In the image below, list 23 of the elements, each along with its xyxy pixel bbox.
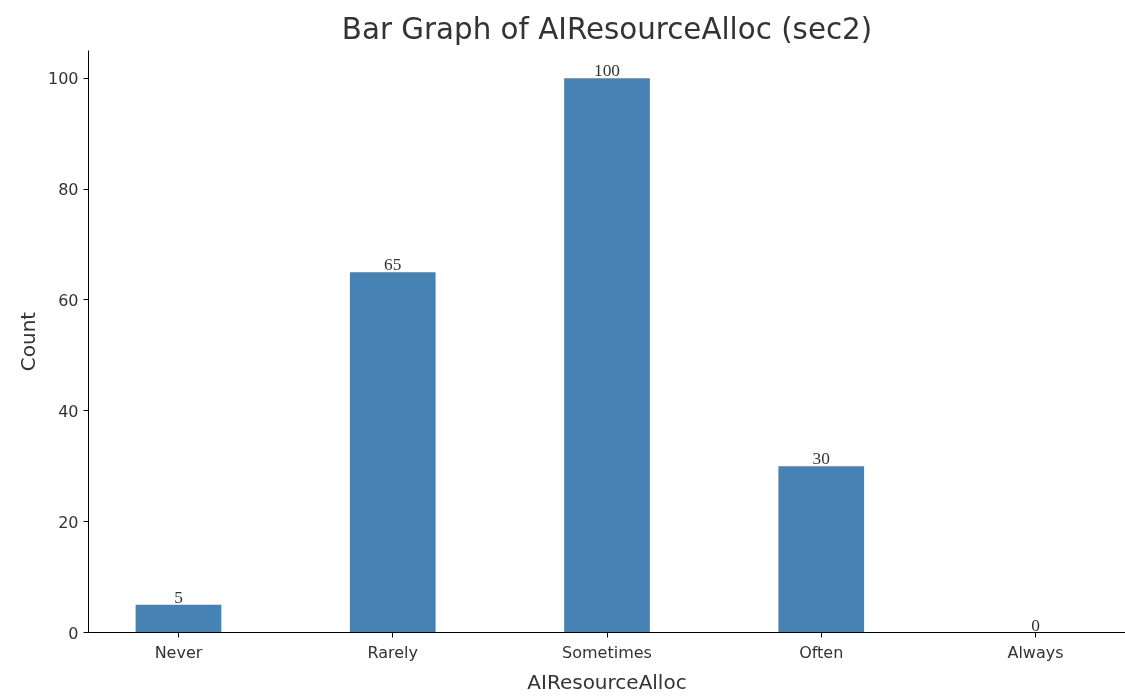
y-tick-label: 80 [58, 180, 79, 200]
data-label: 5 [174, 587, 183, 607]
x-tick-label: Rarely [367, 642, 419, 662]
y-tick-label: 60 [58, 290, 79, 310]
y-axis-title: Count [15, 311, 40, 372]
bar [564, 78, 650, 633]
x-tick-label: Always [1007, 642, 1064, 662]
y-tick-label: 0 [68, 623, 79, 643]
bar [135, 604, 222, 633]
x-axis-title: AIResourceAlloc [527, 669, 687, 694]
x-tick-label: Sometimes [562, 642, 652, 662]
y-tick-label: 40 [58, 401, 79, 421]
chart-title: Bar Graph of AIResourceAlloc (sec2) [341, 11, 873, 46]
data-label: 100 [594, 61, 620, 81]
bar [349, 272, 436, 633]
data-label: 65 [384, 255, 402, 275]
x-tick-label: Often [799, 642, 844, 662]
data-label: 0 [1031, 615, 1040, 635]
y-tick-label: 20 [58, 512, 79, 532]
bar [778, 466, 865, 633]
y-tick-label: 100 [47, 69, 79, 89]
data-label: 30 [812, 449, 830, 469]
x-tick-label: Never [154, 642, 203, 662]
